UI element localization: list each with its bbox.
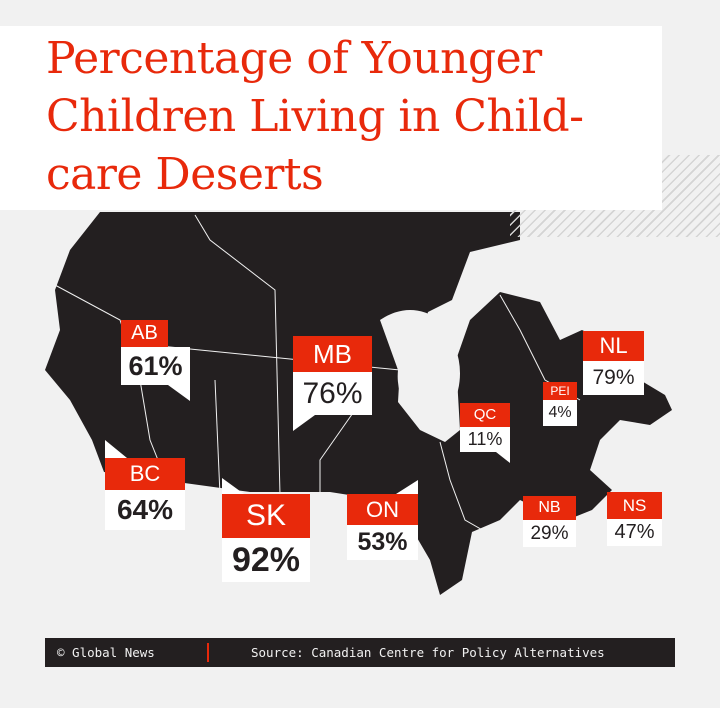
page-title: Percentage of Younger Children Living in… — [46, 33, 584, 200]
divider — [207, 643, 209, 662]
province-code: SK — [222, 494, 310, 538]
source: Source: Canadian Centre for Policy Alter… — [251, 645, 605, 660]
label-on: ON 53% — [347, 480, 418, 560]
province-code: MB — [293, 336, 372, 372]
province-code: QC — [460, 403, 510, 427]
province-value: 11% — [460, 427, 510, 452]
label-sk: SK 92% — [222, 478, 310, 582]
label-bc: BC 64% — [105, 440, 185, 530]
province-value: 92% — [222, 538, 310, 582]
province-value: 61% — [121, 347, 190, 385]
label-nl: NL 79% — [583, 331, 644, 395]
province-code: NL — [583, 331, 644, 361]
label-ab: AB 61% — [121, 320, 190, 401]
hudson-bay — [380, 310, 460, 430]
label-pei: PEI 4% — [543, 382, 577, 426]
label-ns: NS 47% — [607, 492, 662, 546]
province-value: 47% — [607, 519, 662, 546]
province-code: AB — [121, 320, 168, 347]
footer: © Global News Source: Canadian Centre fo… — [45, 638, 675, 667]
province-value: 4% — [543, 400, 577, 426]
province-value: 79% — [583, 361, 644, 395]
province-code: NB — [523, 496, 576, 520]
province-value: 64% — [105, 490, 185, 530]
province-value: 76% — [293, 372, 372, 415]
province-value: 53% — [347, 525, 418, 560]
title-box — [0, 26, 662, 210]
province-code: NS — [607, 492, 662, 519]
province-code: ON — [347, 494, 418, 525]
credit: © Global News — [57, 645, 155, 660]
province-code: BC — [105, 458, 185, 490]
label-mb: MB 76% — [293, 336, 372, 431]
label-qc: QC 11% — [460, 403, 510, 463]
province-value: 29% — [523, 520, 576, 547]
label-nb: NB 29% — [523, 496, 576, 547]
province-code: PEI — [543, 382, 577, 400]
